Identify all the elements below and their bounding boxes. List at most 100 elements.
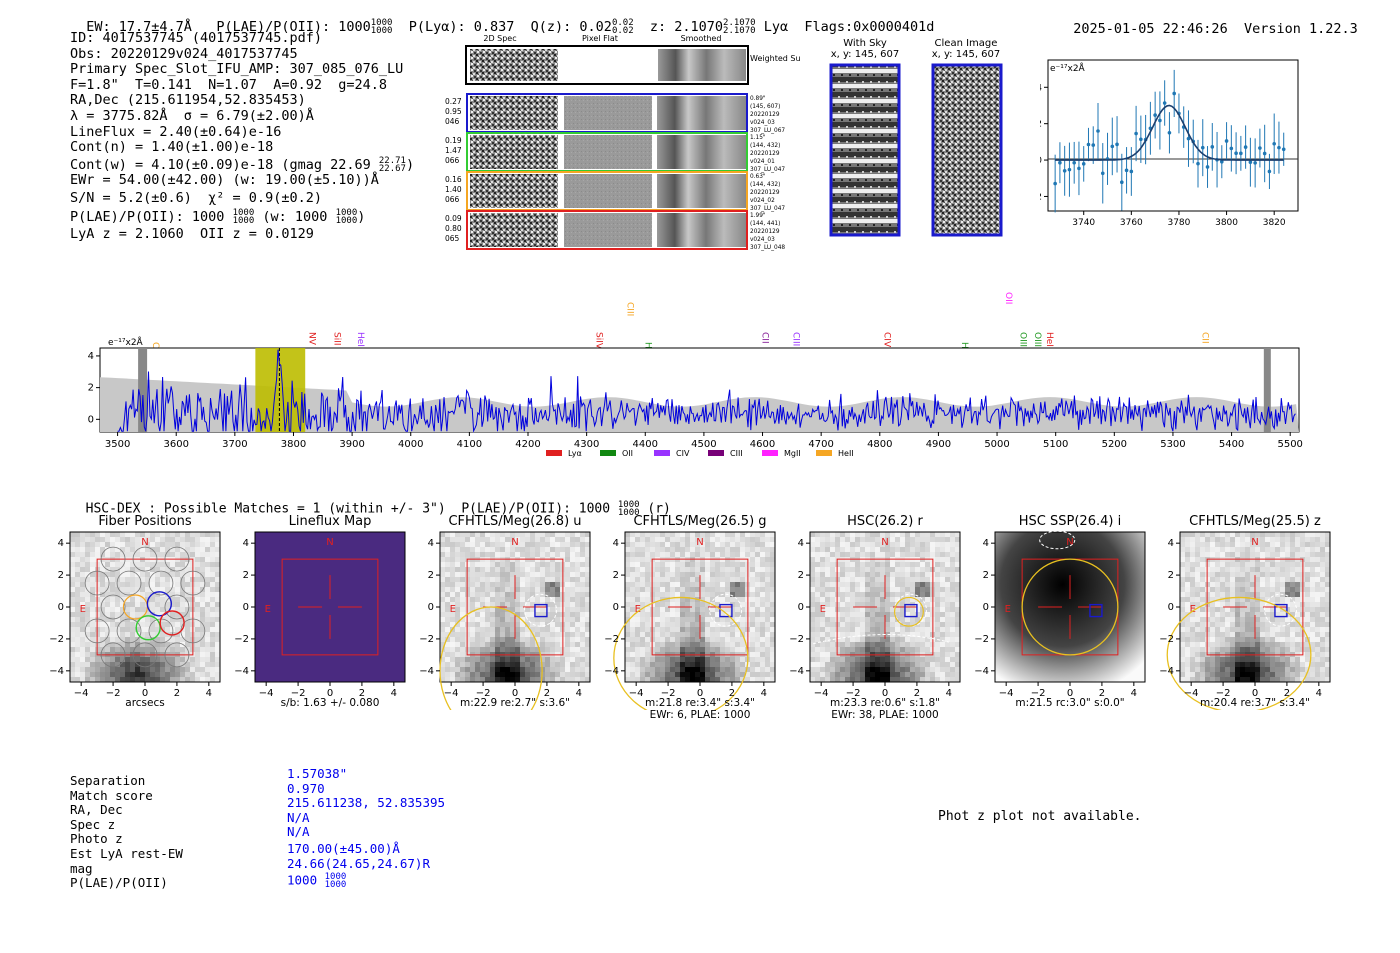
match-value: 0.970	[287, 780, 325, 796]
fiber-circle	[116, 618, 142, 644]
zoom-fit-curve	[1055, 104, 1284, 161]
mask-region	[138, 348, 148, 432]
legend-label: MgII	[784, 449, 801, 458]
col-header: 2D Spec	[483, 34, 516, 43]
panel-ytick-label: −4	[605, 666, 619, 677]
detection-info: ID: 4017537745 (4017537745.pdf) Obs: 202…	[70, 30, 415, 243]
cutout-right-meta: 307_LU_047	[750, 167, 785, 173]
panel-xtick-label: −4	[1184, 688, 1199, 699]
imaging-panel: N E −4 −2 0 2 4 4 2 0 −2 −4	[420, 531, 591, 710]
zoom-point	[1162, 101, 1167, 105]
emission-line-label: CIV	[882, 332, 892, 348]
spectrum-xtick-label: 4600	[750, 439, 775, 450]
cutout-right-meta: 307_LU_047	[750, 206, 785, 212]
panel-ytick-label: 4	[1168, 538, 1174, 549]
zoom-point	[1124, 168, 1129, 173]
zoom-xtick-label: 3780	[1167, 218, 1190, 228]
info-lya-z: LyA z = 2.1060 OII z = 0.0129	[70, 226, 314, 243]
fiber-circle-highlight	[146, 591, 173, 617]
panel-xtick-label: 2	[914, 688, 920, 699]
match-value: 24.66(24.65,24.67)R	[287, 855, 430, 871]
zoom-point	[1139, 137, 1143, 142]
cutout-right-meta: 1.15"	[750, 135, 766, 141]
east-label: E	[820, 604, 826, 615]
north-label: N	[881, 537, 888, 548]
panel-xtick-label: 0	[512, 688, 518, 699]
info-line: S/N = 5.2(±0.6) χ² = 0.9(±0.2)	[70, 189, 322, 206]
cutout-right-meta: v024_03	[750, 120, 775, 126]
cutout-left-stat: 0.16	[445, 175, 462, 184]
emission-line-label: OIII	[1032, 332, 1042, 347]
aperture-box	[836, 558, 934, 656]
panel-ytick-label: −4	[975, 666, 989, 677]
aperture-box	[466, 558, 564, 656]
info-line: ID: 4017537745 (4017537745.pdf)	[70, 30, 322, 46]
legend-label: CIII	[730, 449, 743, 458]
fiber-circle	[132, 642, 158, 668]
zoom-xtick-label: 3820	[1263, 218, 1286, 228]
with-sky-image	[829, 63, 901, 237]
spectrum-xtick-label: 3700	[222, 439, 247, 450]
panel-ytick-label: −2	[50, 634, 64, 645]
zoom-point	[1062, 169, 1067, 173]
fiber-circle	[164, 546, 190, 572]
panel-ytick-label: 0	[798, 602, 804, 613]
zoom-point	[1224, 139, 1229, 143]
emission-line-label: CIII	[625, 302, 635, 316]
zoom-point	[1243, 145, 1248, 149]
zoom-point	[1081, 162, 1086, 166]
spectrum-xtick-label: 3800	[281, 439, 306, 450]
east-label: E	[1190, 604, 1196, 615]
panel-xtick-label: 4	[1316, 688, 1322, 699]
cutout-smoothed	[657, 213, 746, 247]
emission-line-label: CIII	[791, 332, 801, 346]
north-label: N	[326, 537, 333, 548]
imaging-panel: N E −4 −2 0 2 4 4 2 0 −2 −4	[790, 531, 961, 699]
panel-xtick-label: 4	[206, 688, 212, 699]
emission-line-label: NV	[306, 332, 316, 346]
panel-xtick-label: 2	[729, 688, 735, 699]
catalog-marker	[719, 603, 733, 618]
zoom-point	[1229, 146, 1234, 151]
legend-swatch	[816, 450, 832, 456]
legend-swatch	[708, 450, 724, 456]
panel-ytick-label: −2	[975, 634, 989, 645]
cutout-right-meta: (144, 432)	[750, 182, 780, 188]
fiber-circle	[84, 570, 110, 596]
info-contw: Cont(w) = 4.10(±0.09)e-18 (gmag 22.69 22…	[70, 155, 415, 174]
spectrum-xtick-label: 5100	[1043, 439, 1068, 450]
zoom-point	[1072, 161, 1076, 165]
panel-caption: m:21.8 re:3.4" s:3.4" EWr: 6, PLAE: 1000	[645, 697, 755, 721]
zoom-point	[1053, 181, 1057, 186]
aperture-box	[1206, 558, 1304, 656]
info-line: EWr = 54.00(±42.00) (w: 19.00(±5.10))Å	[70, 172, 379, 189]
panel-ytick-label: 0	[613, 602, 619, 613]
panel-caption: m:20.4 re:3.7" s:3.4"	[1200, 697, 1310, 709]
legend-swatch	[546, 450, 562, 456]
match-label: Photo z	[70, 831, 123, 847]
zoom-point	[1100, 171, 1105, 176]
panel-xtick-label: −4	[74, 688, 89, 699]
legend-swatch	[600, 450, 616, 456]
emission-line-label: HeII	[1044, 332, 1054, 350]
spectrum-trace	[117, 349, 1296, 433]
galaxy-ellipse	[613, 596, 749, 710]
lineflux-background	[255, 532, 405, 682]
spectrum-xtick-label: 4300	[574, 439, 599, 450]
fiber-circle	[180, 570, 206, 596]
cutout-2d-spec	[470, 135, 558, 169]
panel-xtick-label: −2	[846, 688, 861, 699]
panel-title: CFHTLS/Meg(25.5) z	[1189, 514, 1321, 529]
catalog-marker	[1089, 603, 1103, 618]
match-label: Match score	[70, 787, 153, 803]
header-bar: EW: 17.7±4.7Å P(LAE)/P(OII): 1000 1000 100…	[86, 18, 935, 36]
panel-ytick-label: −2	[1160, 634, 1174, 645]
zoom-point	[1277, 145, 1281, 150]
east-label: E	[450, 604, 456, 615]
panel-xtick-label: −2	[1216, 688, 1231, 699]
info-line: Obs: 20220129v024_4017537745	[70, 45, 298, 62]
header-z: z: 2.1070	[649, 19, 724, 35]
fiber-circle	[100, 642, 126, 668]
panel-xtick-label: −4	[259, 688, 274, 699]
